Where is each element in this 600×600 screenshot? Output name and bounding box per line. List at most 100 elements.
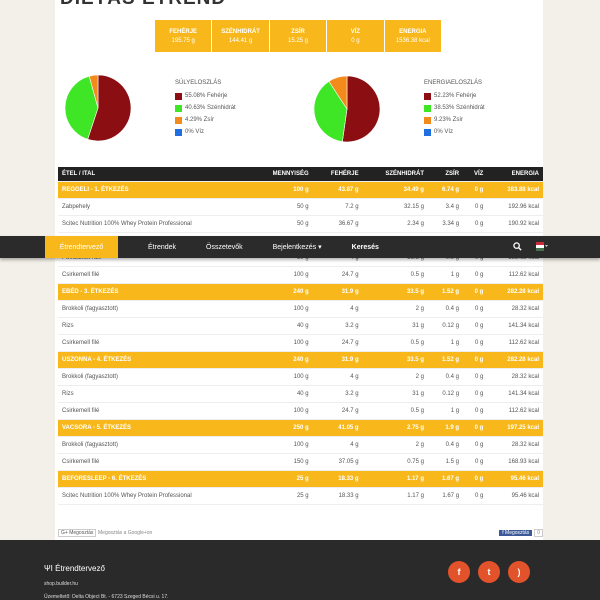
table-cell: 40 g [250,317,313,335]
meal-row: USZONNA - 4. ÉTKEZÉS 240 g 31.9 g 33.5 g 1.5… [58,351,543,369]
nav-item-etrendek[interactable]: Étrendek [148,243,177,251]
legend-label: 0% Víz [185,129,205,135]
column-header: SZÉNHIDRÁT [362,167,428,182]
footer-logo[interactable]: ΨΙ Étrendtervező [44,564,105,573]
column-header: FEHÉRJE [312,167,363,182]
pie-slice [342,75,381,143]
table-cell: 0 g [463,300,488,318]
hungarian-flag-icon[interactable] [536,242,548,251]
table-cell: 24.7 g [312,266,363,284]
rss-icon[interactable]: ) [508,561,530,583]
table-cell: 33.5 g [362,283,428,301]
table-cell: 24.7 g [312,402,363,420]
table-cell: 282.28 kcal [487,283,543,301]
page-title: DIÉTÁS ÉTREND [60,0,226,10]
table-cell: 3.4 g [427,198,464,216]
table-cell: 383.88 kcal [487,181,543,199]
facebook-share-button[interactable]: f Megosztás [499,530,533,536]
food-row: Scitec Nutrition 100% Whey Protein Profe… [58,215,543,233]
energy-distribution-legend: ENERGIAELOSZLÁS 52.23% Fehérje 38.53% Sz… [424,80,485,138]
table-cell: 0 g [463,402,488,420]
table-cell: 31 g [362,385,428,403]
legend-label: 38.53% Szénhidrát [434,105,485,111]
table-cell: 1.9 g [427,419,464,437]
legend-item: 55.08% Fehérje [175,90,236,102]
meal-plan-table: ÉTEL / ITAL MENNYISÉG FEHÉRJE SZÉNHIDRÁT… [58,167,543,505]
table-cell: 282.28 kcal [487,351,543,369]
footer-link[interactable]: shop.builder.hu [44,581,78,587]
fork-knife-icon: ΨΙ [44,564,56,573]
column-header: ÉTEL / ITAL [58,167,251,182]
table-cell: 2.75 g [362,419,428,437]
legend-item: 0% Víz [175,126,236,138]
table-cell: 168.93 kcal [487,453,543,471]
total-label: ENERGIA [399,28,427,35]
table-cell: 1.52 g [427,283,464,301]
nav-brand-link[interactable]: Étrendtervező [45,236,118,258]
table-cell: 28.32 kcal [487,436,543,454]
table-cell: Brokkoli (fagyasztott) [58,368,251,386]
facebook-share: f Megosztás 0 [499,529,543,537]
table-cell: 18.33 g [312,487,363,505]
table-cell: 25 g [250,470,313,488]
pie-slice [328,75,348,111]
table-cell: 100 g [250,402,313,420]
nav-item-login[interactable]: Bejelentkezés ▾ [272,244,322,251]
table-cell: 4 g [312,436,363,454]
nav-item-search[interactable]: Keresés [351,243,379,251]
legend-item: 40.63% Szénhidrát [175,102,236,114]
table-cell: 0.4 g [427,368,464,386]
table-cell: 18.33 g [312,470,363,488]
table-cell: 4 g [312,300,363,318]
table-cell: 4 g [312,368,363,386]
table-cell: 0 g [463,351,488,369]
table-header-row: ÉTEL / ITAL MENNYISÉG FEHÉRJE SZÉNHIDRÁT… [58,167,543,182]
legend-label: 0% Víz [434,129,454,135]
legend-label: 4.29% Zsír [185,117,215,123]
nav-item-osszetevok[interactable]: Összetevők [206,243,243,251]
table-cell: 36.67 g [312,215,363,233]
table-cell: 1.17 g [362,470,428,488]
legend-label: 9.23% Zsír [434,117,464,123]
table-cell: 31 g [362,317,428,335]
legend-label: 52.23% Fehérje [434,93,477,99]
twitter-icon[interactable]: t [478,561,500,583]
meal-row: BEFORESLEEP - 6. ÉTKEZÉS 25 g 18.33 g 1.17 … [58,470,543,488]
table-cell: 31.9 g [312,283,363,301]
pie-slice [88,74,99,109]
table-cell: 190.92 kcal [487,215,543,233]
table-cell: 34.49 g [362,181,428,199]
table-cell: 1.52 g [427,351,464,369]
legend-swatch [424,104,431,112]
total-label: SZÉNHIDRÁT [221,28,260,35]
legend-swatch [424,116,431,124]
table-cell: 28.32 kcal [487,300,543,318]
legend-swatch [424,128,431,136]
total-energy: ENERGIA 1536.38 kcal [385,20,441,52]
facebook-share-count: 0 [534,529,543,537]
table-cell: 50 g [250,215,313,233]
table-cell: Csirkemell filé [58,266,251,284]
table-cell: 1 g [427,266,464,284]
table-cell: 100 g [250,334,313,352]
magnifier-icon[interactable] [513,242,522,251]
table-cell: 197.25 kcal [487,419,543,437]
google-share-button[interactable]: G+ Megosztás [58,529,97,537]
table-cell: 100 g [250,300,313,318]
table-cell: USZONNA - 4. ÉTKEZÉS [58,351,251,369]
legend-title: SÚLYELOSZLÁS [175,80,222,86]
table-cell: 0 g [463,198,488,216]
total-protein: FEHÉRJE 195.75 g [155,20,213,52]
table-cell: 192.96 kcal [487,198,543,216]
table-cell: 3.2 g [312,317,363,335]
food-row: Scitec Nutrition 100% Whey Protein Profe… [58,487,543,505]
facebook-icon[interactable]: f [448,561,470,583]
table-cell: 7.2 g [312,198,363,216]
total-label: ZSÍR [291,28,305,35]
legend-label: 55.08% Fehérje [185,93,228,99]
table-cell: 33.5 g [362,351,428,369]
table-cell: 240 g [250,351,313,369]
